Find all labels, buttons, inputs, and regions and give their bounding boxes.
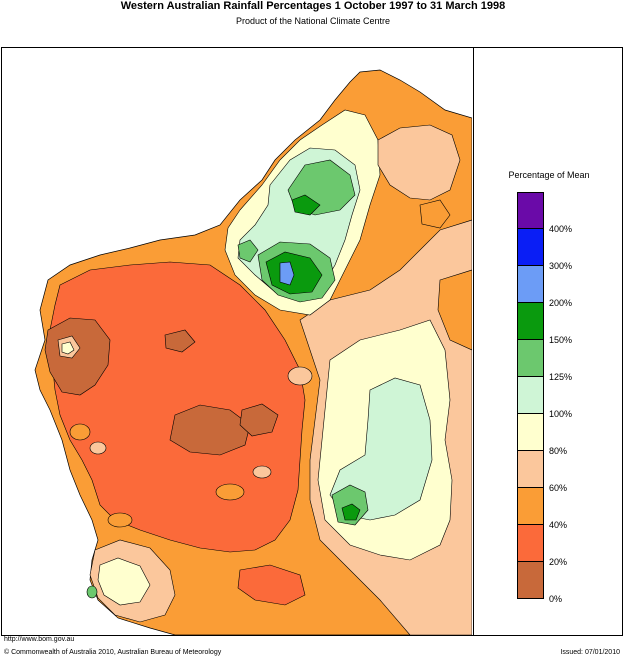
- map-title: Western Australian Rainfall Percentages …: [120, 0, 506, 12]
- zone-150-200-north-a: [291, 194, 321, 216]
- legend-tick-label: 40%: [549, 520, 568, 530]
- zone-125-150-north-c: [237, 239, 259, 263]
- zone-0-20-west: [44, 317, 111, 396]
- zone-200-300-north: [279, 261, 295, 286]
- footer-issued: Issued: 07/01/2010: [560, 649, 620, 656]
- island-60-80-c: [252, 465, 272, 479]
- legend-swatch: [517, 451, 544, 488]
- legend-title: Percentage of Mean: [508, 170, 590, 180]
- legend-divider: [473, 47, 474, 636]
- legend-tick-label: 0%: [549, 594, 563, 604]
- legend-tick-label: 100%: [549, 409, 573, 419]
- footer-copyright: © Commonwealth of Australia 2010, Austra…: [4, 649, 222, 656]
- map-frame: [1, 47, 623, 636]
- legend-tick-label: 20%: [549, 557, 568, 567]
- zone-0-20-centre-b: [239, 403, 279, 437]
- island-40-60-a: [69, 423, 91, 441]
- legend-tick-label: 150%: [549, 335, 573, 345]
- zone-40-60-east-edge: [437, 269, 472, 351]
- island-60-80-b: [287, 366, 313, 386]
- legend-tick-label: 80%: [549, 446, 568, 456]
- zone-40-60-northeast: [419, 199, 451, 229]
- legend-swatch: [517, 488, 544, 525]
- legend-swatch: [517, 525, 544, 562]
- zone-100-125-coast: [61, 341, 75, 355]
- island-40-60-b: [215, 483, 245, 501]
- zone-20-40-west: [49, 261, 306, 553]
- zone-80-100-southwest: [97, 557, 151, 606]
- zone-150-200-north-b: [265, 251, 323, 295]
- legend-swatch: [517, 562, 544, 599]
- island-125-150-sw: [86, 585, 98, 599]
- zone-20-40-south: [237, 564, 306, 606]
- legend-swatch: [517, 266, 544, 303]
- legend-swatch: [517, 414, 544, 451]
- legend-swatch: [517, 303, 544, 340]
- legend-tick-label: 300%: [549, 261, 573, 271]
- zone-60-80-northeast: [377, 124, 461, 201]
- legend-swatch: [517, 192, 544, 229]
- map-subtitle: Product of the National Climate Centre: [235, 16, 391, 26]
- rainfall-map: [34, 69, 472, 635]
- zone-150-200-east: [341, 503, 361, 521]
- island-40-60-c: [107, 512, 133, 528]
- legend-swatch: [517, 377, 544, 414]
- legend-colorbar: [517, 192, 544, 599]
- zone-100-125-east: [329, 377, 433, 521]
- legend-tick-label: 200%: [549, 298, 573, 308]
- legend-tick-label: 60%: [549, 483, 568, 493]
- zone-0-20-north-small: [164, 329, 196, 353]
- zone-0-20-centre: [169, 404, 251, 456]
- legend-swatch: [517, 340, 544, 377]
- legend-swatch: [517, 229, 544, 266]
- footer-url[interactable]: http://www.bom.gov.au: [4, 636, 75, 643]
- island-60-80-a: [89, 441, 107, 455]
- legend-tick-label: 400%: [549, 224, 573, 234]
- legend-tick-label: 125%: [549, 372, 573, 382]
